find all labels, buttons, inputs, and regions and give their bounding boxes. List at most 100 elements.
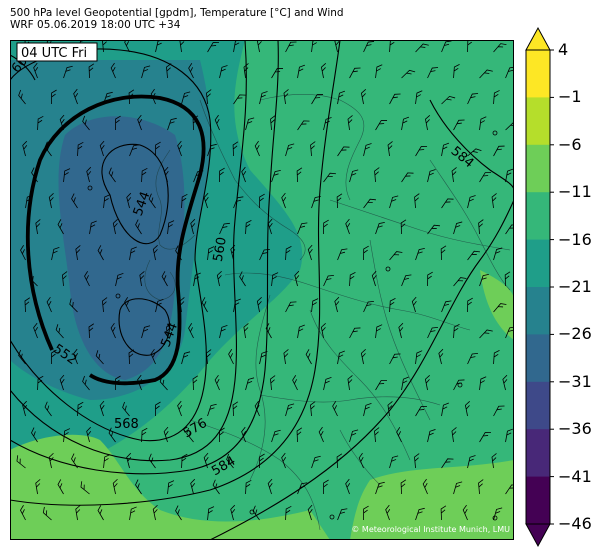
- wind-barb: [441, 95, 456, 105]
- wind-barb: [320, 322, 326, 339]
- wind-barb: [193, 272, 201, 287]
- wind-barb: [453, 221, 463, 235]
- wind-barb: [347, 375, 353, 391]
- wind-barb: [493, 90, 500, 105]
- wind-barb: [441, 142, 450, 157]
- map-frame: [10, 40, 514, 540]
- wind-barb: [35, 479, 41, 495]
- temperature-field-warm-south: [10, 434, 330, 540]
- wind-barb: [148, 193, 156, 209]
- wind-barb: [285, 403, 295, 417]
- wind-barb: [297, 120, 310, 131]
- wind-barb: [219, 325, 228, 339]
- wind-barb: [451, 427, 457, 443]
- wind-barb: [69, 298, 78, 313]
- wind-barb: [427, 67, 439, 79]
- wind-barb: [491, 453, 497, 469]
- wind-barb: [73, 88, 79, 105]
- wind-barb: [233, 94, 246, 105]
- wind-barb: [453, 119, 465, 131]
- wind-barb: [387, 401, 393, 417]
- wind-barb: [411, 296, 417, 313]
- wind-barb: [102, 40, 108, 53]
- wind-barb: [18, 89, 26, 105]
- wind-barb: [181, 193, 188, 209]
- map-credit: © Meteorological Institute Munich, LMU: [351, 525, 510, 534]
- wind-barb: [311, 455, 321, 469]
- wind-barb: [46, 296, 52, 313]
- wind-barb: [375, 64, 383, 79]
- wind-barb: [389, 298, 396, 313]
- wind-barb: [375, 380, 387, 391]
- wind-barb: [126, 192, 132, 209]
- wind-barb: [305, 349, 312, 365]
- wind-barb: [479, 274, 489, 287]
- wind-barb: [219, 65, 228, 79]
- wind-barb: [296, 427, 303, 443]
- wind-barb: [323, 377, 332, 391]
- wind-barb: [453, 64, 460, 79]
- wind-barb: [363, 143, 372, 157]
- wind-barb: [504, 271, 511, 287]
- wind-barb: [415, 90, 423, 105]
- wind-barb: [467, 297, 473, 313]
- wind-barb: [401, 274, 412, 287]
- wind-barb: [71, 453, 78, 469]
- colorbar: [525, 26, 554, 548]
- wind-barb: [181, 91, 191, 105]
- wind-barb: [440, 505, 447, 521]
- colorbar-segment: [526, 476, 550, 525]
- wind-barb: [424, 374, 430, 391]
- wind-barb: [425, 115, 431, 131]
- wind-barb: [493, 350, 500, 365]
- wind-barb: [363, 300, 374, 313]
- wind-barb: [82, 375, 90, 391]
- wind-barb: [281, 452, 287, 469]
- wind-barb: [37, 115, 44, 131]
- wind-barb: [451, 167, 457, 183]
- colorbar-tick-label: −21: [558, 277, 592, 296]
- wind-barb: [77, 141, 84, 157]
- wind-barb: [389, 93, 401, 105]
- wind-barb: [271, 429, 281, 443]
- wind-barb: [88, 63, 95, 79]
- wind-barb: [387, 141, 393, 157]
- wind-barb: [63, 428, 71, 443]
- wind-barb: [414, 193, 420, 209]
- wind-barb: [467, 353, 479, 365]
- wind-barb: [226, 453, 234, 469]
- temperature-field-warm-southeast: [350, 460, 514, 540]
- wind-barb: [363, 505, 369, 521]
- wind-barb: [285, 505, 292, 521]
- wind-barb: [281, 192, 287, 209]
- wind-barb: [297, 222, 308, 235]
- wind-barb: [103, 194, 111, 209]
- wind-barb: [129, 246, 137, 261]
- wind-barb: [415, 350, 423, 365]
- wind-barb: [228, 349, 234, 365]
- wind-barb: [141, 325, 151, 339]
- wind-barb: [438, 348, 444, 365]
- wind-barb: [245, 219, 252, 235]
- contour-label-560: 560: [211, 236, 230, 263]
- wind-barb: [51, 89, 57, 105]
- wind-barb: [115, 115, 121, 131]
- wind-barb: [363, 403, 372, 417]
- wind-barb: [20, 245, 26, 261]
- wind-barb: [177, 140, 183, 157]
- wind-barb: [440, 245, 447, 261]
- contour-label-568: 568: [114, 417, 139, 432]
- wind-barb: [323, 117, 332, 131]
- wind-barb: [389, 195, 399, 209]
- wind-barb: [479, 432, 492, 443]
- wind-barb: [148, 453, 156, 469]
- coastlines-and-borders: [144, 93, 511, 531]
- wind-barb: [493, 303, 507, 313]
- wind-barb: [375, 221, 385, 235]
- wind-barb: [216, 270, 222, 287]
- wind-barb: [57, 219, 64, 235]
- wind-barb: [400, 479, 407, 495]
- wind-barb: [337, 90, 346, 105]
- wind-barb: [239, 271, 246, 287]
- wind-barb: [374, 167, 380, 183]
